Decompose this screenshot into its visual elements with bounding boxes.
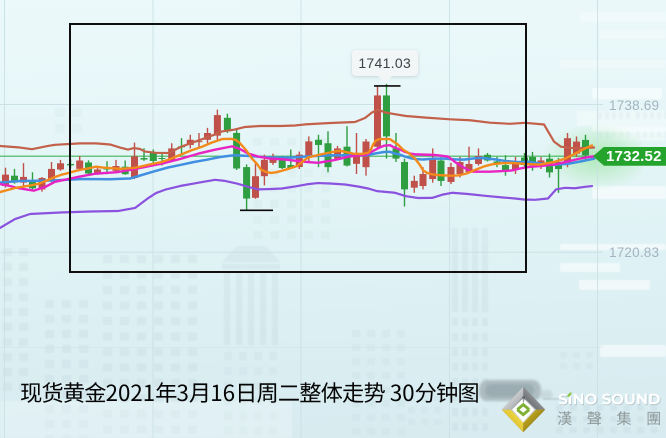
green-diamond-mark: [515, 402, 532, 417]
candle-body-down: [529, 157, 536, 166]
blurred-watermark-blob-tail: [539, 390, 553, 399]
hansheng-group-wordmark: [557, 411, 660, 426]
axis-price-text: 1720.83: [609, 245, 660, 261]
leaf-accent-icon: [567, 392, 572, 397]
last-price-badge: 1732.52: [593, 146, 666, 166]
high-price-value: 1741.03: [358, 54, 412, 71]
caption-glyphs: [21, 382, 478, 403]
last-price-value: 1732.52: [606, 147, 662, 165]
candle-body-up: [2, 174, 9, 187]
candle-body-up: [20, 176, 27, 183]
price-axis-label-upper: 1738.69: [609, 98, 666, 113]
blurred-watermark-blob-core: [485, 384, 534, 397]
candle-body-down: [29, 181, 36, 189]
candle-body-down: [11, 175, 18, 183]
high-price-tooltip: 1741.03: [351, 49, 418, 76]
sino-sound-wordmark: [558, 392, 661, 406]
candle-body-up: [48, 168, 55, 182]
candle-body-up: [38, 178, 46, 190]
candle-body-up: [57, 163, 64, 170]
highlight-rectangle-annotation: [69, 23, 527, 273]
axis-price-text: 1738.69: [609, 97, 660, 113]
price-axis-label-lower: 1720.83: [609, 245, 666, 260]
blurred-watermark-line: [543, 398, 559, 400]
